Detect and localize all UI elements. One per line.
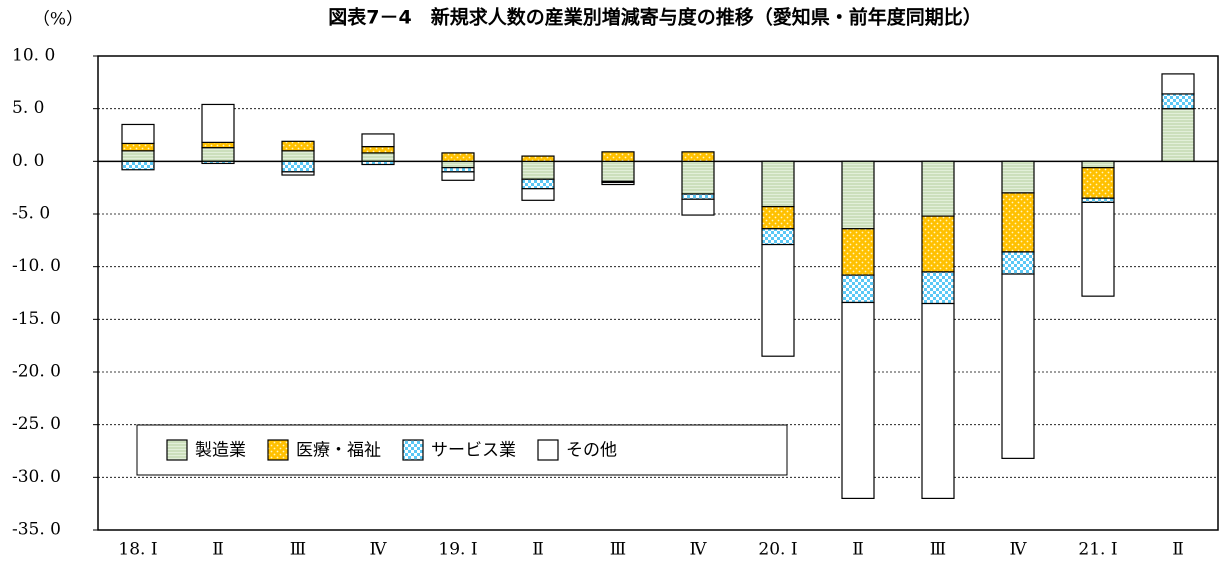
bar-segment: [1001, 192, 1035, 253]
bar-segment: [1161, 93, 1195, 110]
bar-segment: [761, 243, 795, 357]
legend-label: 製造業: [195, 441, 246, 461]
bar-segment: [841, 160, 875, 230]
bar-segment: [441, 160, 475, 169]
x-tick-label: Ⅲ: [290, 540, 306, 560]
y-tick-label: -30. 0: [12, 467, 61, 487]
bar-segment: [1081, 160, 1115, 169]
bar-segment: [921, 271, 955, 305]
y-tick-label: 5. 0: [12, 98, 44, 118]
bar-segment: [441, 171, 475, 181]
bar-segment: [121, 160, 155, 171]
x-tick-label: 19. Ⅰ: [438, 540, 477, 560]
legend-swatch: [402, 439, 424, 461]
legend-box: [136, 424, 788, 476]
x-tick-label: Ⅳ: [690, 540, 708, 560]
x-tick-label: Ⅳ: [1010, 540, 1028, 560]
bar-segment: [601, 151, 635, 162]
bar-segment: [361, 133, 395, 148]
bar-segment: [281, 140, 315, 152]
chart-title: 図表7－4 新規求人数の産業別増減寄与度の推移（愛知県・前年度同期比）: [328, 6, 981, 29]
y-tick-label: -35. 0: [12, 520, 61, 540]
bar-segment: [201, 160, 235, 165]
bar-segment: [1161, 73, 1195, 95]
y-axis-label: （%）: [33, 10, 83, 30]
bar-segment: [1001, 273, 1035, 459]
bar-segment: [521, 160, 555, 180]
bar-segment: [1161, 108, 1195, 162]
bar-segment: [521, 178, 555, 190]
bar-segment: [361, 145, 395, 154]
bar-segment: [281, 150, 315, 162]
bar-segment: [281, 160, 315, 173]
x-tick-label: 18. Ⅰ: [118, 540, 157, 560]
bar-segment: [841, 274, 875, 304]
bar-segment: [281, 171, 315, 176]
bar-segment: [201, 147, 235, 162]
bar-segment: [521, 188, 555, 201]
bar-segment: [601, 160, 635, 182]
y-tick-label: 0. 0: [12, 151, 44, 171]
bar-segment: [361, 160, 395, 166]
bar-segment: [1001, 160, 1035, 194]
bar-segment: [761, 206, 795, 230]
y-tick-label: -10. 0: [12, 256, 61, 276]
legend-label: サービス業: [431, 441, 516, 461]
bar-segment: [121, 123, 155, 145]
bar-segment: [441, 152, 475, 162]
x-tick-label: Ⅱ: [852, 540, 864, 560]
bar-segment: [1081, 167, 1115, 199]
legend-label: その他: [566, 441, 617, 461]
bar-segment: [1081, 197, 1115, 204]
y-tick-label: -15. 0: [12, 309, 61, 329]
x-tick-label: 20. Ⅰ: [758, 540, 797, 560]
y-tick-label: -20. 0: [12, 362, 61, 382]
bar-segment: [681, 198, 715, 216]
bar-segment: [1001, 251, 1035, 275]
bar-segment: [681, 160, 715, 195]
x-tick-label: Ⅲ: [610, 540, 626, 560]
bar-segment: [921, 160, 955, 217]
legend-swatch: [267, 439, 289, 461]
x-tick-label: Ⅲ: [930, 540, 946, 560]
legend-label: 医療・福祉: [296, 441, 381, 461]
bar-segment: [521, 155, 555, 162]
bar-segment: [681, 151, 715, 162]
bar-segment: [1081, 201, 1115, 297]
bar-segment: [681, 193, 715, 200]
bar-segment: [841, 228, 875, 276]
x-tick-label: Ⅱ: [1172, 540, 1184, 560]
x-tick-label: Ⅳ: [370, 540, 388, 560]
bar-segment: [761, 160, 795, 208]
bar-segment: [921, 215, 955, 273]
bar-segment: [201, 103, 235, 143]
x-tick-label: 21. Ⅰ: [1078, 540, 1117, 560]
legend-swatch: [166, 439, 188, 461]
bar-segment: [761, 228, 795, 246]
y-tick-label: -5. 0: [12, 204, 50, 224]
bar-segment: [121, 142, 155, 152]
legend-swatch: [537, 439, 559, 461]
bar-segment: [441, 167, 475, 173]
bar-segment: [201, 141, 235, 149]
y-tick-label: 10. 0: [12, 46, 55, 66]
bar-segment: [921, 302, 955, 499]
x-tick-label: Ⅱ: [212, 540, 224, 560]
bar-segment: [601, 181, 635, 186]
x-tick-label: Ⅱ: [532, 540, 544, 560]
y-tick-label: -25. 0: [12, 414, 61, 434]
bar-segment: [361, 152, 395, 162]
bar-segment: [121, 150, 155, 162]
bar-segment: [841, 301, 875, 500]
